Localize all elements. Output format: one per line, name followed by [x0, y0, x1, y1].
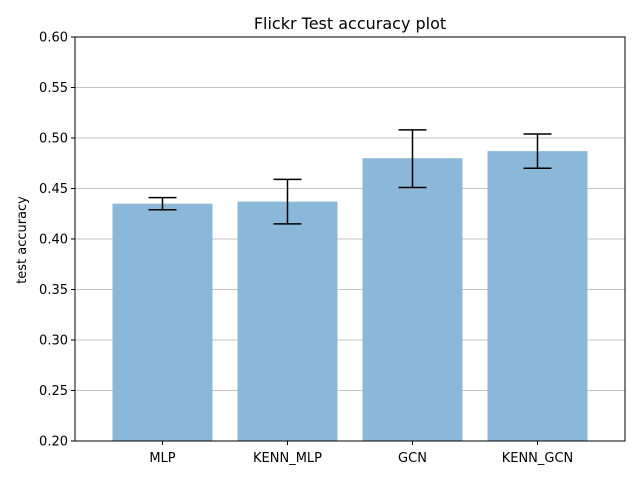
y-tick-label: 0.60	[39, 31, 68, 46]
error-bars	[148, 129, 552, 225]
x-tick-label: KENN_GCN	[502, 451, 574, 466]
y-tick-label: 0.50	[39, 132, 68, 147]
y-tick-label: 0.25	[39, 384, 68, 399]
bars	[112, 151, 588, 441]
bar	[237, 201, 338, 441]
chart-title: Flickr Test accuracy plot	[254, 14, 446, 33]
bar	[362, 158, 463, 441]
y-tick-label: 0.45	[39, 182, 68, 197]
x-tick-label: MLP	[149, 451, 175, 466]
y-tick-label: 0.20	[39, 435, 68, 450]
bar	[487, 151, 588, 441]
y-tick-label: 0.30	[39, 334, 68, 349]
y-tick-label: 0.40	[39, 233, 68, 248]
y-tick-label: 0.35	[39, 283, 68, 298]
bar	[112, 203, 213, 441]
y-tick-label: 0.55	[39, 81, 68, 96]
x-tick-label: GCN	[398, 451, 427, 466]
x-axis-ticks: MLP KENN_MLP GCN KENN_GCN	[149, 441, 573, 466]
y-axis-ticks: 0.20 0.25 0.30 0.35 0.40 0.45 0.50 0.55 0.60	[39, 31, 75, 450]
y-axis-label: test accuracy	[15, 196, 30, 284]
x-tick-label: KENN_MLP	[253, 451, 322, 466]
plot-frame	[74, 36, 626, 442]
